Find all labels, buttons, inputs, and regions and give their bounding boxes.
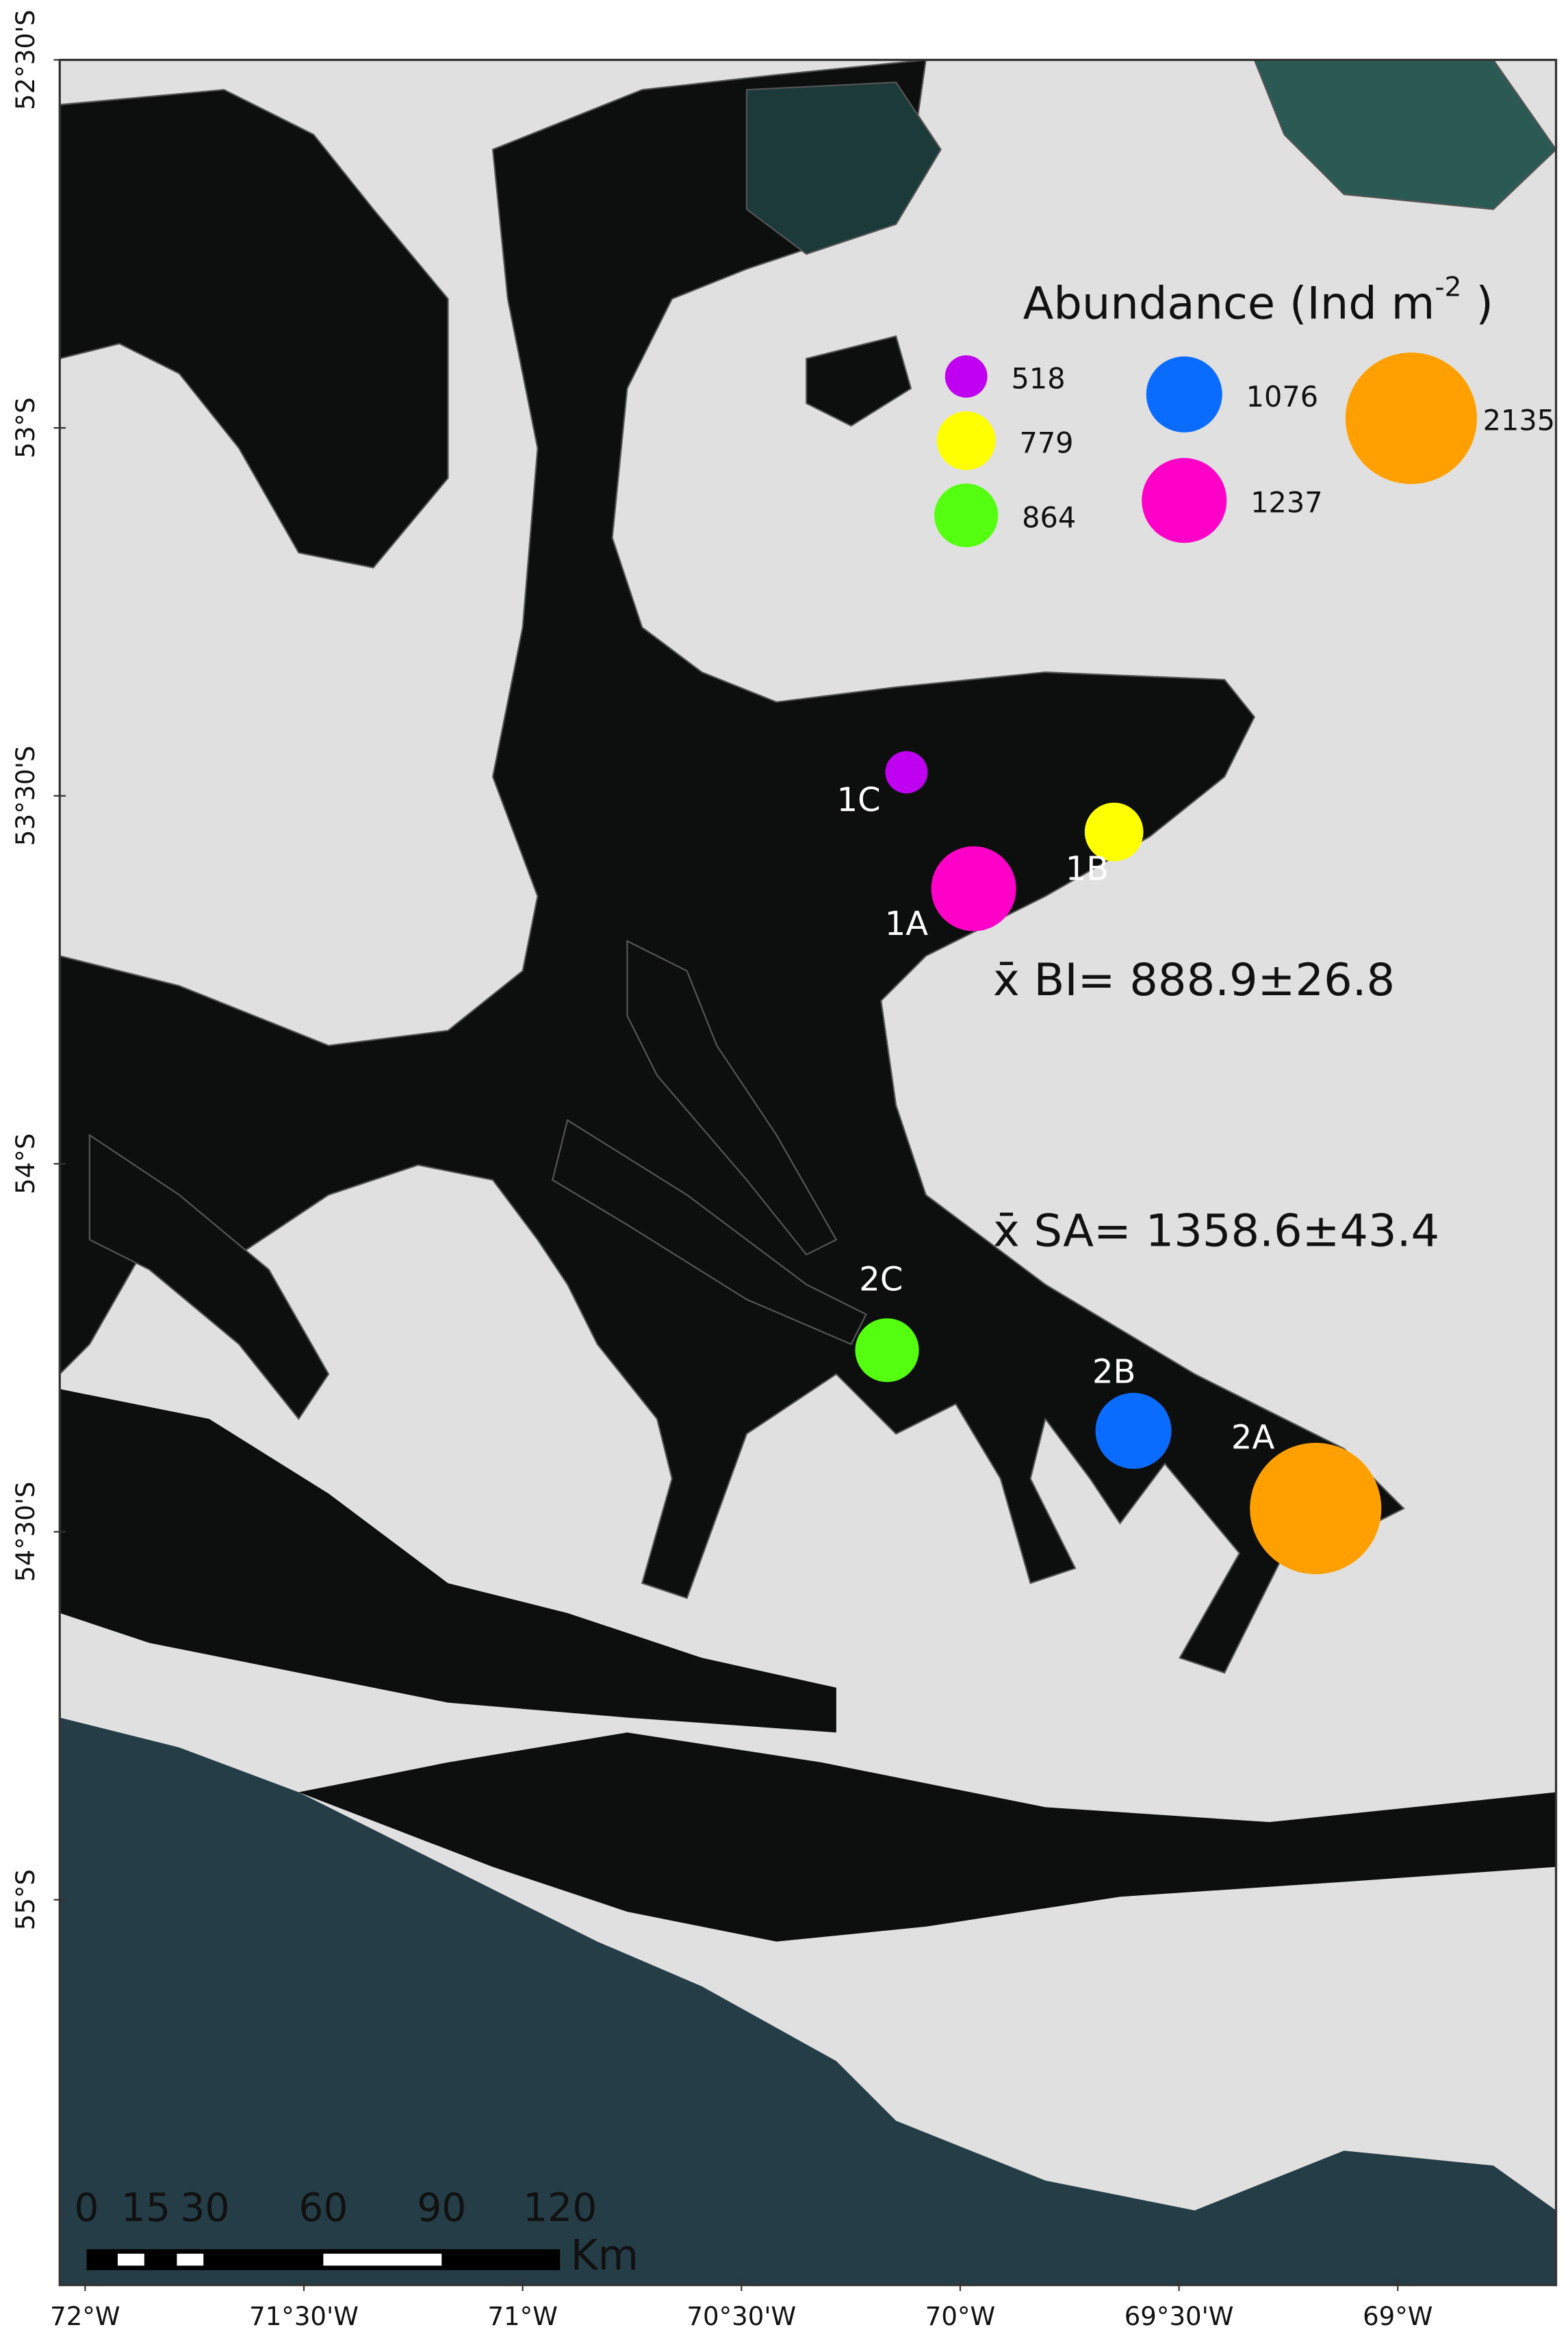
legend-symbol xyxy=(936,411,996,470)
legend-label: 864 xyxy=(1022,502,1076,535)
stat-annotation: x̄ SA= 1358.6±43.4 xyxy=(993,1205,1439,1257)
site-label: 2B xyxy=(1092,1353,1135,1391)
lon-label: 70°30'W xyxy=(686,2302,796,2331)
scale-bar-unit: Km xyxy=(570,2231,639,2280)
legend-symbol xyxy=(944,355,988,398)
lon-label: 71°W xyxy=(487,2302,557,2331)
scale-bar-label: 120 xyxy=(523,2185,597,2231)
site-label: 1A xyxy=(885,905,929,943)
legend-label: 1237 xyxy=(1250,487,1322,519)
site-marker xyxy=(1250,1442,1382,1574)
site-marker xyxy=(1095,1393,1172,1469)
lon-label: 71°30'W xyxy=(249,2302,359,2331)
site-marker xyxy=(885,751,928,794)
lon-label: 72°W xyxy=(50,2302,120,2331)
lat-label: 54°30'S xyxy=(11,1482,40,1582)
legend-symbol xyxy=(1146,356,1222,433)
site-label: 1B xyxy=(1066,849,1109,888)
legend-label: 1076 xyxy=(1246,381,1318,413)
map-frame xyxy=(58,58,1558,2287)
lat-label: 55°S xyxy=(11,1869,40,1930)
lat-label: 52°30'S xyxy=(11,10,40,110)
site-marker xyxy=(1084,802,1144,862)
site-marker xyxy=(931,846,1016,932)
water xyxy=(59,59,1557,1674)
southern-sea xyxy=(60,1389,1556,2285)
scale-bar-segment xyxy=(323,2253,442,2266)
legend-symbol xyxy=(1345,352,1477,485)
scale-bar-label: 0 xyxy=(75,2185,99,2231)
site-marker xyxy=(855,1318,919,1383)
site-label: 2C xyxy=(859,1260,903,1298)
legend-label: 779 xyxy=(1019,426,1073,459)
lon-label: 70°W xyxy=(925,2302,995,2331)
legend-label: 518 xyxy=(1012,363,1066,396)
lat-label: 53°S xyxy=(11,398,40,459)
legend-symbol xyxy=(934,483,999,548)
scale-bar-segment xyxy=(117,2253,144,2266)
legend-label: 2135 xyxy=(1483,405,1555,437)
legend-title-text: Abundance (Ind m xyxy=(1023,278,1435,330)
lat-label: 54°S xyxy=(11,1133,40,1194)
scale-bar-segment xyxy=(177,2253,204,2266)
site-label: 2A xyxy=(1231,1419,1275,1457)
scale-bar-label: 90 xyxy=(417,2185,466,2231)
scale-bar-label: 15 xyxy=(121,2185,170,2231)
lon-label: 69°W xyxy=(1363,2302,1432,2331)
legend-symbol xyxy=(1142,458,1227,543)
lon-label: 69°30'W xyxy=(1124,2302,1234,2331)
stat-annotation: x̄ BI= 888.9±26.8 xyxy=(993,954,1395,1006)
site-label: 1C xyxy=(837,781,881,819)
legend-title: Abundance (Ind m-2 ) xyxy=(1023,272,1493,330)
scale-bar-label: 60 xyxy=(298,2185,348,2231)
legend-title-end: ) xyxy=(1462,278,1493,330)
legend-title-sup: -2 xyxy=(1435,272,1461,303)
scale-bar-label: 30 xyxy=(180,2185,229,2231)
lat-label: 53°30'S xyxy=(11,745,40,846)
